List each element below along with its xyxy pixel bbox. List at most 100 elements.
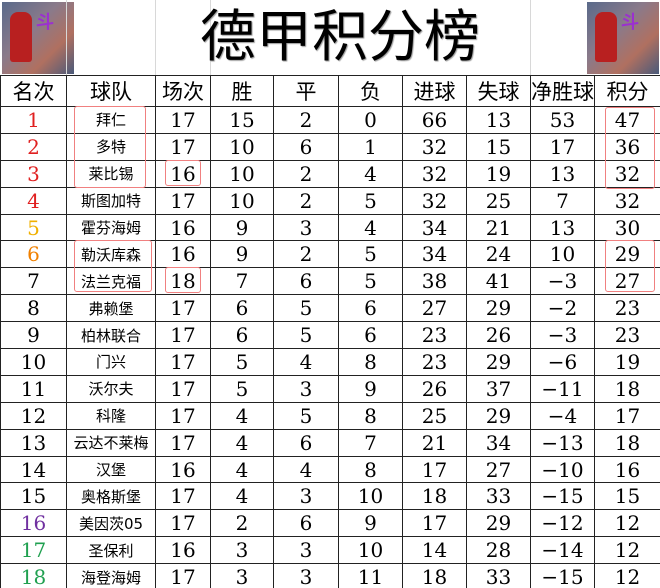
cell-points: 19 <box>594 348 660 376</box>
cell-team: 霍芬海姆 <box>66 213 156 242</box>
cell-goals-for: 23 <box>402 348 467 376</box>
cell-goal-diff: −10 <box>530 455 595 484</box>
cell-lost: 0 <box>338 106 403 134</box>
table-row: 12 科隆 17 4 5 8 25 29 −4 17 <box>0 401 660 430</box>
table-row: 11 沃尔夫 17 5 3 9 26 37 −11 18 <box>0 374 660 403</box>
cell-goals-for: 66 <box>402 106 467 134</box>
cell-played: 17 <box>155 294 211 323</box>
table-row: 1 拜仁 17 15 2 0 66 13 53 47 <box>0 106 660 134</box>
cell-won: 3 <box>210 536 274 565</box>
cell-drawn: 3 <box>273 374 339 403</box>
cell-goals-against: 27 <box>466 455 531 484</box>
header-won: 胜 <box>210 75 274 107</box>
cell-rank: 13 <box>0 428 67 457</box>
cell-goals-against: 34 <box>466 428 531 457</box>
header-points: 积分 <box>594 75 660 107</box>
table-row: 6 勒沃库森 16 9 2 5 34 24 10 29 <box>0 240 660 269</box>
cell-won: 4 <box>210 455 274 484</box>
cell-goals-for: 25 <box>402 401 467 430</box>
cell-goals-for: 17 <box>402 509 467 538</box>
cell-lost: 8 <box>338 348 403 376</box>
right-logo-image: 斗 <box>587 2 659 74</box>
cell-won: 4 <box>210 401 274 430</box>
cell-goals-for: 34 <box>402 213 467 242</box>
left-logo-image: 斗 <box>2 2 74 74</box>
cell-goals-against: 33 <box>466 563 531 588</box>
cell-points: 18 <box>594 428 660 457</box>
cell-goals-for: 17 <box>402 455 467 484</box>
cell-won: 9 <box>210 240 274 269</box>
cell-drawn: 2 <box>273 159 339 188</box>
cell-lost: 1 <box>338 132 403 161</box>
cell-team: 法兰克福 <box>66 267 156 296</box>
cell-goals-for: 18 <box>402 482 467 511</box>
cell-goal-diff: −15 <box>530 563 595 588</box>
cell-goals-against: 37 <box>466 374 531 403</box>
cell-drawn: 5 <box>273 401 339 430</box>
cell-team: 柏林联合 <box>66 321 156 350</box>
cell-goals-against: 26 <box>466 321 531 350</box>
header-played: 场次 <box>155 75 211 107</box>
cell-lost: 10 <box>338 482 403 511</box>
header-row: 名次 球队 场次胜平负进球 失球 净胜球 积分 <box>0 75 660 107</box>
cell-drawn: 6 <box>273 428 339 457</box>
table-row: 13 云达不莱梅 17 4 6 7 21 34 −13 18 <box>0 428 660 457</box>
standings-table: 名次 球队 场次胜平负进球 失球 净胜球 积分 1 拜仁 17 15 2 0 66 13 53 47 2 多特 1… <box>0 75 660 588</box>
cell-rank: 4 <box>0 186 67 215</box>
cell-won: 3 <box>210 563 274 588</box>
cell-rank: 3 <box>0 159 67 188</box>
cell-lost: 7 <box>338 428 403 457</box>
cell-points: 12 <box>594 563 660 588</box>
cell-drawn: 4 <box>273 455 339 484</box>
table-row: 2 多特 17 10 6 1 32 15 17 36 <box>0 132 660 161</box>
cell-played: 17 <box>155 186 211 215</box>
header-goals-for: 进球 <box>402 75 467 107</box>
cell-drawn: 2 <box>273 240 339 269</box>
cell-won: 4 <box>210 482 274 511</box>
cell-goal-diff: 10 <box>530 240 595 269</box>
cell-played: 16 <box>155 213 211 242</box>
cell-points: 17 <box>594 401 660 430</box>
cell-points: 27 <box>594 267 660 296</box>
cell-lost: 5 <box>338 240 403 269</box>
cell-points: 12 <box>594 536 660 565</box>
gridline <box>530 0 531 75</box>
cell-goals-against: 29 <box>466 294 531 323</box>
gridline <box>155 0 156 75</box>
cell-played: 17 <box>155 348 211 376</box>
header-drawn: 平 <box>273 75 339 107</box>
table-row: 16 美因茨05 17 2 6 9 17 29 −12 12 <box>0 509 660 538</box>
cell-goals-for: 18 <box>402 563 467 588</box>
cell-goal-diff: −15 <box>530 482 595 511</box>
cell-team: 门兴 <box>66 348 156 376</box>
cell-won: 15 <box>210 106 274 134</box>
cell-lost: 6 <box>338 294 403 323</box>
cell-rank: 12 <box>0 401 67 430</box>
cell-drawn: 5 <box>273 321 339 350</box>
cell-rank: 5 <box>0 213 67 242</box>
cell-goals-for: 32 <box>402 132 467 161</box>
cell-won: 9 <box>210 213 274 242</box>
cell-won: 4 <box>210 428 274 457</box>
cell-lost: 11 <box>338 563 403 588</box>
cell-won: 5 <box>210 374 274 403</box>
cell-team: 莱比锡 <box>66 159 156 188</box>
cell-team: 弗赖堡 <box>66 294 156 323</box>
cell-points: 30 <box>594 213 660 242</box>
cell-goals-against: 33 <box>466 482 531 511</box>
cell-won: 7 <box>210 267 274 296</box>
cell-won: 2 <box>210 509 274 538</box>
cell-lost: 6 <box>338 321 403 350</box>
cell-rank: 8 <box>0 294 67 323</box>
cell-goals-for: 34 <box>402 240 467 269</box>
cell-goals-for: 21 <box>402 428 467 457</box>
cell-lost: 4 <box>338 159 403 188</box>
cell-team: 科隆 <box>66 401 156 430</box>
cell-won: 6 <box>210 294 274 323</box>
cell-goals-against: 29 <box>466 348 531 376</box>
cell-drawn: 5 <box>273 294 339 323</box>
cell-played: 17 <box>155 482 211 511</box>
cell-goals-against: 29 <box>466 401 531 430</box>
cell-rank: 18 <box>0 563 67 588</box>
